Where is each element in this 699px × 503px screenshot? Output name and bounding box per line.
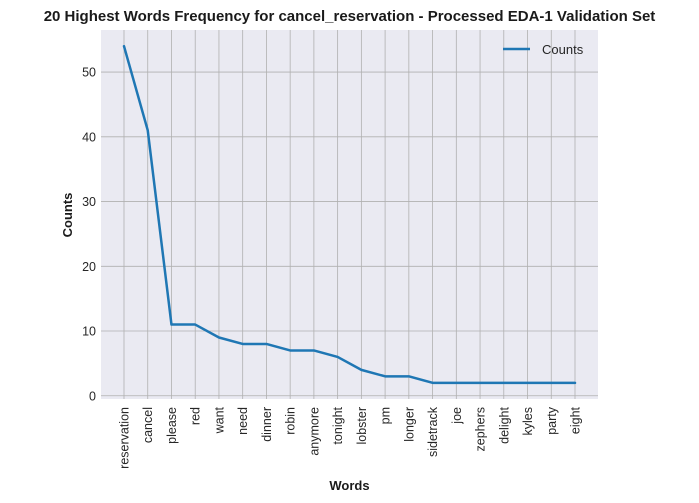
y-tick-label: 40 [82,130,96,144]
grid [101,30,598,399]
y-tick-label: 30 [82,195,96,209]
x-tick-label: lobster [355,407,369,445]
x-tick-label: kyles [521,407,535,435]
x-tick-label: longer [402,407,416,442]
y-tick-label: 20 [82,260,96,274]
y-tick-label: 50 [82,66,96,80]
x-tick-label: red [189,407,203,425]
x-tick-label: zephers [474,407,488,451]
x-tick-label: sidetrack [426,406,440,457]
x-tick-label: pm [379,407,393,424]
x-tick-label: eight [569,406,583,434]
x-tick-label: want [212,406,226,434]
y-tick-label: 10 [82,325,96,339]
x-tick-label: joe [450,407,464,425]
y-axis-label: Counts [60,193,75,238]
series-layer [122,44,577,385]
x-tick-label: please [165,407,179,444]
x-tick-label: dinner [260,407,274,442]
legend-label: Counts [542,42,584,57]
x-tick-label: party [545,406,559,435]
legend: Counts [503,42,584,57]
x-tick-labels: reservation cancel please red want need dinner… [118,406,583,469]
x-tick-label: delight [497,406,511,443]
y-tick-label: 0 [89,389,96,403]
x-tick-label: anymore [307,407,321,456]
x-tick-label: robin [284,407,298,435]
series-line [122,44,577,385]
chart-title: 20 Highest Words Frequency for cancel_re… [44,8,656,25]
x-tick-label: tonight [331,406,345,444]
x-axis-label: Words [329,478,369,493]
x-tick-label: reservation [118,407,132,469]
y-tick-labels: 0 10 20 30 40 50 [82,66,96,404]
x-tick-label: cancel [141,407,155,443]
x-tick-label: need [236,407,250,435]
plot-area [101,30,598,399]
